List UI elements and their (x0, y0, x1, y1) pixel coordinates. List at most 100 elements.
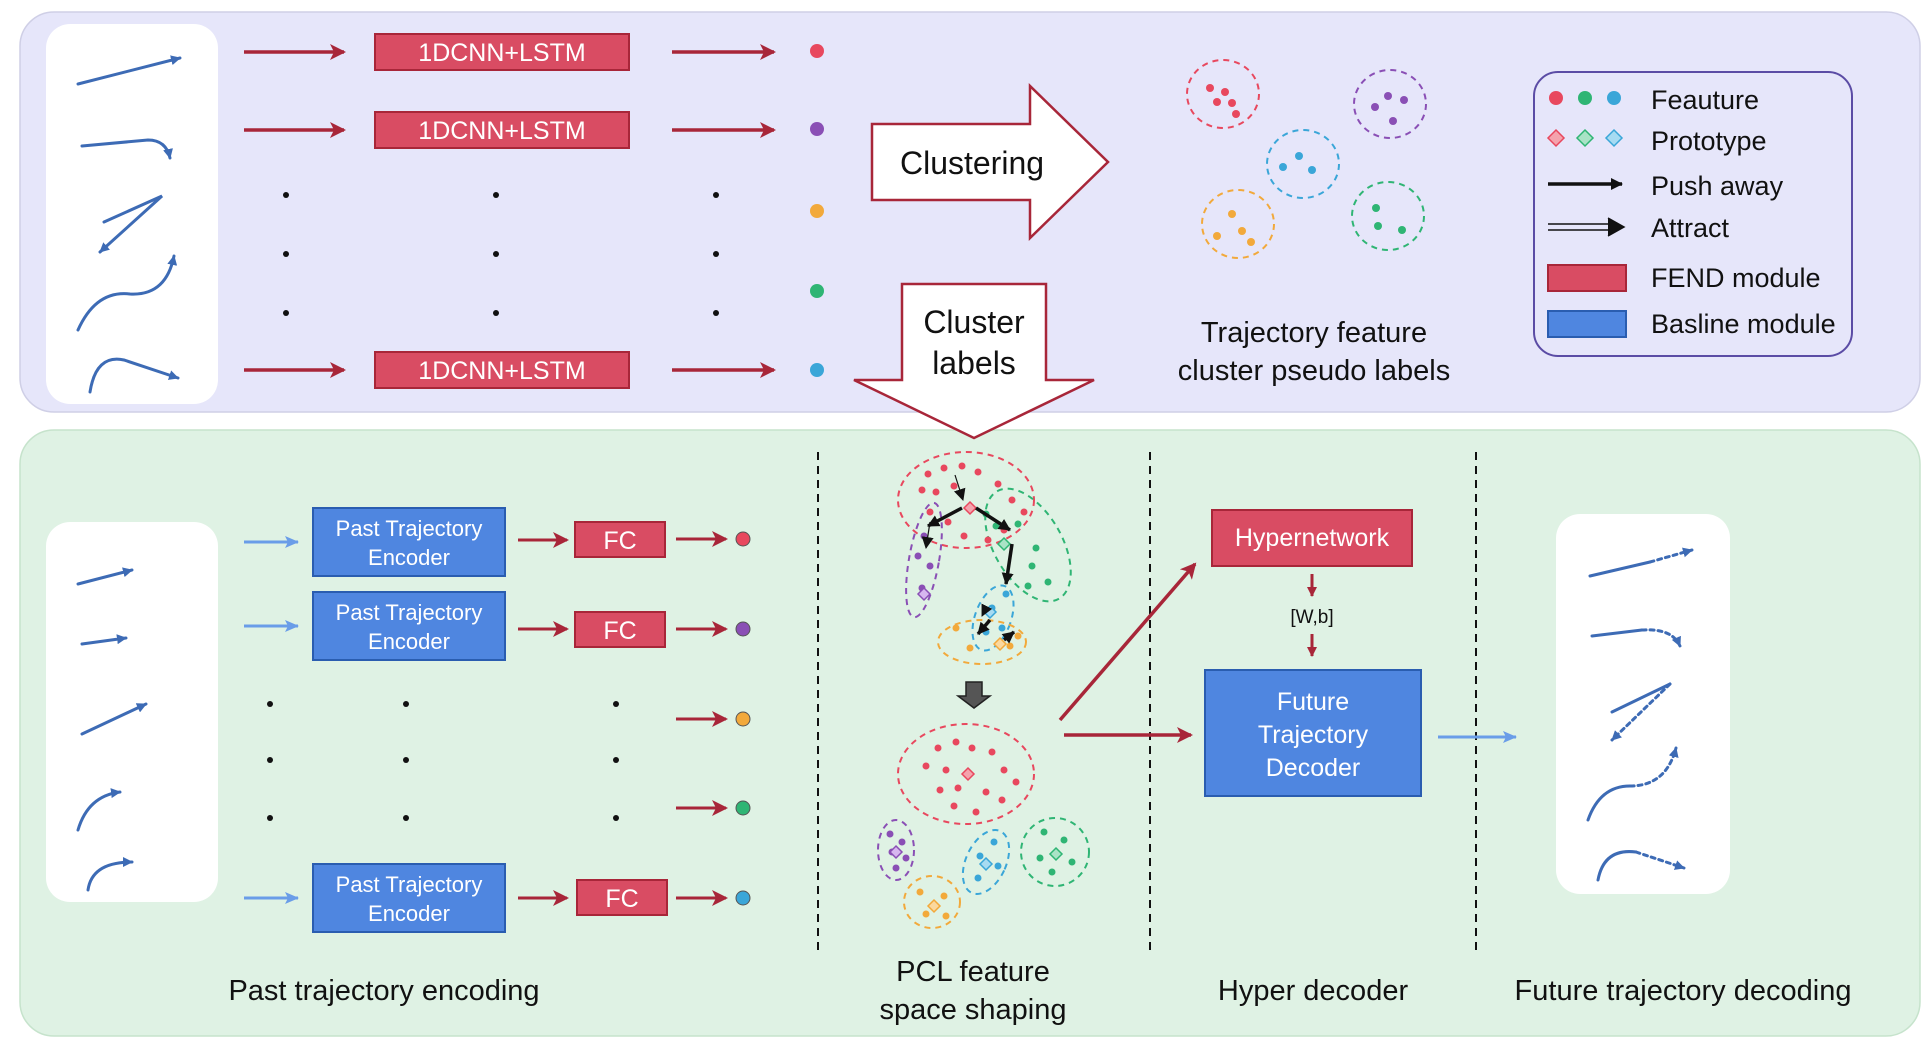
pcl-feature-space-after (877, 723, 1090, 929)
section-label-future-decoding: Future trajectory decoding (1515, 975, 1852, 1007)
legend-fend-swatch (1547, 264, 1627, 292)
encoder-label: 1DCNN+LSTM (418, 117, 585, 145)
cluster-green (1351, 181, 1425, 251)
legend-baseline-module: Basline module (1651, 309, 1836, 339)
svg-text:Future: Future (1277, 688, 1349, 716)
future-trajectory-icon-1 (1588, 560, 1652, 578)
cluster-orange (1201, 189, 1275, 259)
top-clusters (1186, 59, 1427, 259)
bottom-feature-dots (735, 531, 751, 906)
pcl-to-decoder-arrows (1058, 562, 1197, 743)
output-trajectory-icons (1586, 547, 1694, 882)
section-label-hyper-decoder: Hyper decoder (1218, 975, 1409, 1007)
past-trajectory-icon-5 (86, 857, 134, 892)
bottom-trajectory-icons (76, 567, 148, 892)
svg-text:Past Trajectory: Past Trajectory (336, 872, 483, 897)
hypernetwork-label: Hypernetwork (1235, 524, 1390, 552)
future-trajectory-icon-5 (1596, 850, 1638, 882)
pcl-transform-arrow (955, 681, 993, 709)
trajectory-icon-curve-down (80, 138, 173, 160)
wb-label: [W,b] (1290, 607, 1333, 628)
legend-baseline-swatch (1547, 310, 1627, 338)
top-trajectory-icons (76, 55, 182, 394)
past-trajectory-encoder-1: Past Trajectory Encoder (312, 507, 506, 577)
top-caption-line2: cluster pseudo labels (1178, 355, 1450, 387)
future-trajectory-icon-4 (1586, 784, 1632, 822)
bottom-ellipsis-dots (267, 701, 619, 821)
svg-text:Encoder: Encoder (368, 545, 450, 570)
clustering-label: Clustering (900, 145, 1044, 181)
pcl-feature-space-before (897, 451, 1072, 665)
feature-dot-purple (810, 122, 824, 136)
feature-dot-red (810, 44, 824, 58)
fc-layer-1: FC (574, 521, 666, 558)
past-trajectory-encoder-2: Past Trajectory Encoder (312, 591, 506, 661)
past-trajectory-icon-4 (76, 788, 122, 832)
cluster-labels-arrow: Cluster labels (853, 282, 1095, 440)
legend-attract: Attract (1651, 213, 1730, 243)
cluster-blue (1266, 129, 1340, 199)
legend-prototype: Prototype (1651, 126, 1767, 156)
legend-attract-marker (1548, 217, 1626, 237)
top-encoder-2: 1DCNN+LSTM (374, 111, 630, 149)
encoder-label: 1DCNN+LSTM (418, 357, 585, 385)
trajectory-icon-u-turn (98, 194, 164, 254)
top-caption-line1: Trajectory feature (1201, 317, 1427, 349)
output-trajectories-card (1556, 514, 1730, 894)
fc-to-feature-arrows (676, 531, 728, 906)
svg-text:FC: FC (603, 527, 636, 555)
hypernetwork-block: Hypernetwork (1211, 509, 1413, 567)
fc-layer-2: FC (574, 611, 666, 648)
feature-dot-orange (810, 204, 824, 218)
past-trajectory-icon-1 (76, 567, 134, 586)
legend-prototype-marker (1546, 128, 1624, 148)
top-feature-dots (810, 44, 824, 377)
top-ellipsis-dots (283, 192, 719, 316)
svg-text:Past Trajectory: Past Trajectory (336, 516, 483, 541)
trajectory-icon-straight (76, 55, 182, 86)
svg-text:Encoder: Encoder (368, 629, 450, 654)
svg-text:Decoder: Decoder (1266, 754, 1361, 782)
trajectory-icon-hook (88, 357, 180, 394)
top-cluster-points (1206, 84, 1408, 246)
cluster-purple (1353, 69, 1427, 139)
future-trajectory-icon-3 (1610, 682, 1672, 714)
feature-dot-blue (810, 363, 824, 377)
svg-text:FC: FC (605, 885, 638, 913)
svg-text:FC: FC (603, 617, 636, 645)
legend-push-away: Push away (1651, 171, 1784, 201)
pcl-cluster-purple (905, 501, 943, 619)
encoder-to-fc-arrows (518, 532, 569, 906)
cluster-labels-line1: Cluster (923, 304, 1025, 340)
feature-dot-green (810, 284, 824, 298)
past-trajectory-icon-2 (80, 634, 128, 646)
cluster-red (1186, 59, 1260, 129)
future-trajectory-decoder-block: Future Trajectory Decoder (1204, 669, 1422, 797)
top-input-trajectories-card (46, 24, 218, 404)
cluster-labels-line2: labels (932, 345, 1016, 381)
legend-fend-module: FEND module (1651, 263, 1821, 293)
section-label-past-encoding: Past trajectory encoding (228, 975, 539, 1007)
pcl-cluster-green (984, 487, 1072, 603)
fc-layer-n: FC (576, 879, 668, 916)
top-encoder-n: 1DCNN+LSTM (374, 351, 630, 389)
past-trajectory-encoder-n: Past Trajectory Encoder (312, 863, 506, 933)
bottom-input-arrows (244, 536, 299, 904)
legend-feature-marker (1549, 91, 1621, 105)
section-label-pcl-line2: space shaping (879, 994, 1066, 1026)
section-label-pcl-line1: PCL feature (896, 956, 1050, 988)
legend-feature: Feauture (1651, 85, 1759, 115)
encoder-label: 1DCNN+LSTM (418, 39, 585, 67)
future-trajectory-icon-2 (1590, 628, 1644, 638)
pcl-cluster-red (897, 451, 1035, 549)
top-encoder-1: 1DCNN+LSTM (374, 33, 630, 71)
clustering-arrow: Clustering (870, 83, 1110, 241)
svg-text:Past Trajectory: Past Trajectory (336, 600, 483, 625)
pcl-cluster-orange (937, 619, 1027, 665)
trajectory-icon-s-curve (76, 254, 178, 332)
legend: Feauture Prototype Push away Attract FEN… (1533, 71, 1853, 357)
past-trajectory-icon-3 (80, 702, 148, 736)
top-flow-arrows (244, 44, 776, 378)
svg-text:Trajectory: Trajectory (1258, 721, 1369, 749)
